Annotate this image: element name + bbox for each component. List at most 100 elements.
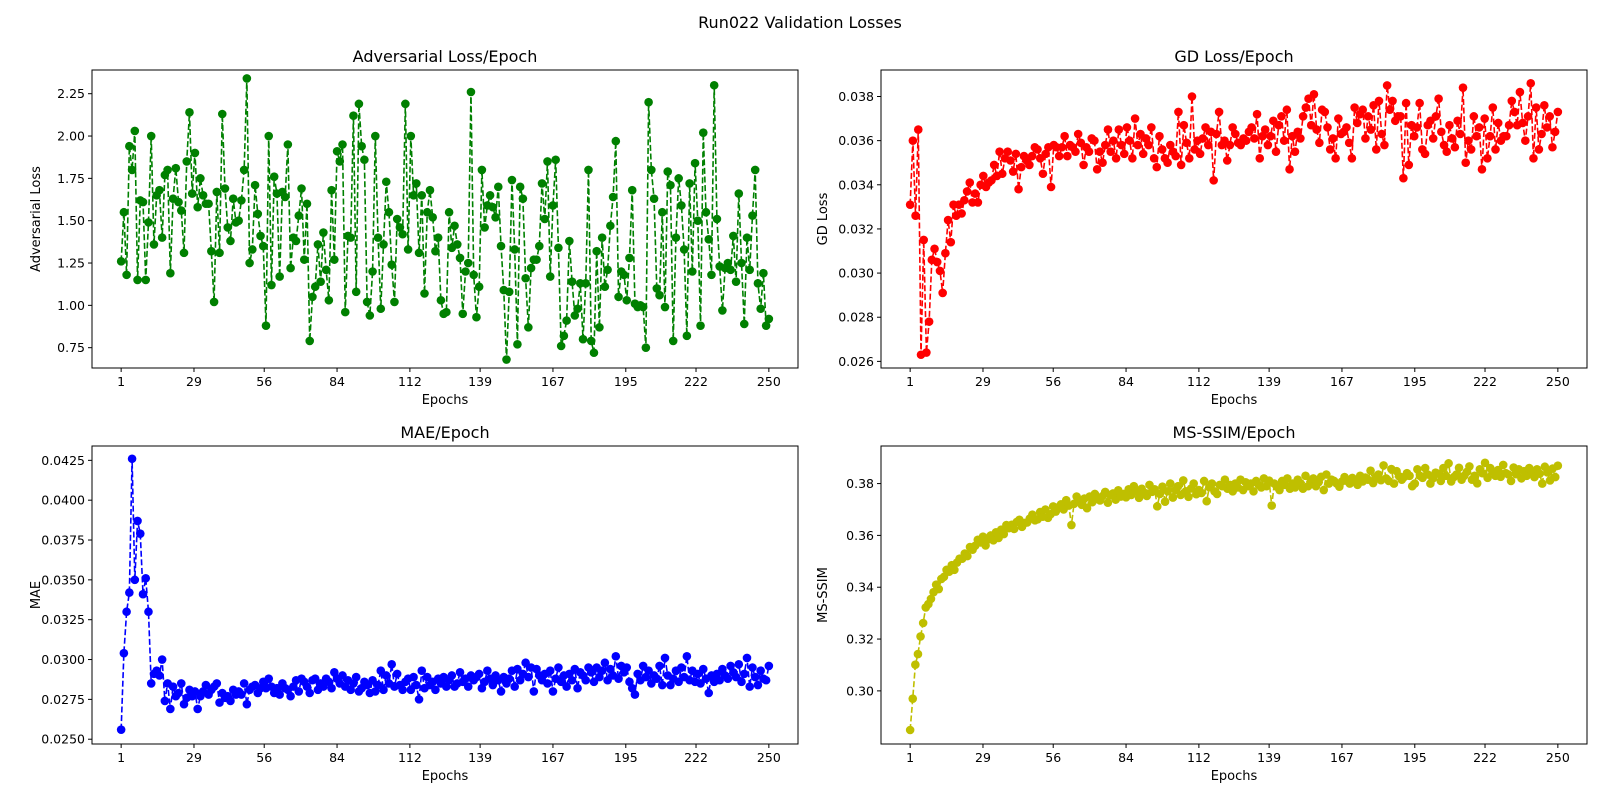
adversarial-loss-data-point bbox=[316, 277, 325, 286]
adversarial-loss-data-point bbox=[376, 304, 386, 314]
gd-loss-data-point bbox=[1358, 105, 1368, 115]
ms-ssim-data-point bbox=[1452, 470, 1461, 479]
adversarial-loss-data-point bbox=[712, 214, 722, 224]
ms-ssim-data-point bbox=[1267, 501, 1277, 510]
adversarial-loss-data-point bbox=[198, 191, 208, 200]
adversarial-loss-data-point bbox=[166, 268, 175, 278]
gd-loss-data-point bbox=[1409, 131, 1419, 141]
adversarial-loss-data-point bbox=[149, 240, 159, 249]
gd-loss-data-point bbox=[1331, 154, 1340, 163]
ms-ssim-data-point bbox=[918, 618, 928, 628]
ms-ssim-data-point bbox=[1067, 520, 1076, 530]
adversarial-loss-data-point bbox=[444, 207, 454, 217]
gd-loss-data-point bbox=[989, 160, 999, 170]
ms-ssim-data-point bbox=[1134, 493, 1144, 503]
adversarial-loss-data-point bbox=[729, 231, 738, 241]
adversarial-loss-data-point bbox=[373, 233, 383, 242]
gd-loss-data-point bbox=[1195, 149, 1205, 159]
gd-loss-data-point bbox=[1296, 134, 1305, 143]
gd-loss-x-tick-label: 222 bbox=[1473, 374, 1497, 389]
mae-data-point bbox=[381, 671, 391, 680]
adversarial-loss-data-point bbox=[685, 179, 694, 188]
gd-loss-data-point bbox=[919, 235, 928, 245]
adversarial-loss-data-point bbox=[346, 233, 356, 242]
adversarial-loss-data-point bbox=[390, 297, 399, 307]
gd-loss-data-point bbox=[1320, 107, 1330, 117]
adversarial-loss-data-point bbox=[196, 174, 205, 183]
gd-loss-data-point bbox=[930, 244, 939, 254]
adversarial-loss-data-point bbox=[504, 287, 514, 297]
adversarial-loss-data-point bbox=[138, 197, 148, 207]
adversarial-loss-data-point bbox=[283, 140, 293, 149]
mae-data-point bbox=[600, 658, 610, 668]
adversarial-loss-data-point bbox=[521, 273, 530, 283]
gd-loss-data-point bbox=[1537, 129, 1546, 139]
ms-ssim-data-point bbox=[913, 649, 923, 659]
gd-loss-data-point bbox=[1315, 138, 1324, 148]
adversarial-loss-data-point bbox=[739, 319, 749, 329]
ms-ssim-data-point bbox=[916, 632, 925, 641]
ms-ssim-x-axis-label: Epochs bbox=[1211, 769, 1258, 784]
adversarial-loss-data-point bbox=[395, 223, 405, 232]
adversarial-loss-data-point bbox=[179, 248, 189, 258]
adversarial-loss-data-point bbox=[209, 297, 219, 307]
adversarial-loss-data-point bbox=[412, 179, 421, 188]
ms-ssim-data-point bbox=[1454, 463, 1464, 473]
gd-loss-data-point bbox=[913, 125, 923, 134]
adversarial-loss-data-point bbox=[436, 295, 446, 305]
mae-data-point bbox=[704, 688, 714, 698]
adversarial-loss-data-point bbox=[403, 245, 413, 254]
ms-ssim-data-point bbox=[1550, 472, 1560, 482]
ms-ssim-x-tick-label: 84 bbox=[1118, 750, 1134, 765]
gd-loss-data-point bbox=[1179, 120, 1189, 130]
ms-ssim-data-point bbox=[911, 660, 920, 670]
adversarial-loss-data-point bbox=[237, 196, 246, 205]
adversarial-loss-data-point bbox=[745, 265, 755, 275]
adversarial-loss-data-point bbox=[496, 241, 506, 251]
adversarial-loss-data-point bbox=[409, 191, 418, 200]
gd-loss-data-point bbox=[1149, 154, 1159, 163]
adversarial-loss-data-point bbox=[472, 312, 481, 322]
gd-loss-data-point bbox=[1510, 107, 1519, 117]
adversarial-loss-data-point bbox=[223, 223, 233, 232]
ms-ssim-data-point bbox=[939, 572, 949, 582]
mae-data-point bbox=[614, 674, 623, 683]
gd-loss-data-point bbox=[1437, 127, 1446, 137]
ms-ssim-y-axis-label: MS-SSIM bbox=[816, 567, 831, 623]
gd-loss-data-point bbox=[1117, 140, 1126, 150]
mae-x-tick-label: 1 bbox=[117, 750, 125, 765]
adversarial-loss-x-tick-label: 250 bbox=[757, 374, 781, 389]
gd-loss-data-point bbox=[1214, 107, 1224, 117]
adversarial-loss-data-point bbox=[625, 253, 634, 263]
mae-data-point bbox=[122, 607, 131, 617]
gd-loss-data-point bbox=[1100, 140, 1110, 150]
adversarial-loss-data-point bbox=[474, 282, 484, 292]
gd-loss-x-tick-label: 195 bbox=[1403, 374, 1427, 389]
adversarial-loss-data-point bbox=[401, 99, 410, 109]
gd-loss-data-point bbox=[1504, 120, 1514, 130]
mae-y-tick-label: 0.0300 bbox=[41, 652, 85, 667]
adversarial-loss-data-point bbox=[141, 275, 151, 285]
mae-data-point bbox=[392, 669, 402, 679]
mae-data-point bbox=[750, 672, 760, 682]
ms-ssim-data-point bbox=[926, 594, 936, 604]
adversarial-loss-data-point bbox=[280, 192, 290, 202]
adversarial-loss-data-point bbox=[258, 241, 268, 251]
mae-data-point bbox=[168, 682, 178, 691]
adversarial-loss-data-point bbox=[671, 233, 681, 242]
adversarial-loss-data-point bbox=[176, 206, 186, 215]
mae-x-tick-label: 250 bbox=[757, 750, 781, 765]
adversarial-loss-data-point bbox=[365, 311, 375, 320]
ms-ssim-data-point bbox=[1212, 489, 1222, 499]
mae-data-point bbox=[398, 685, 407, 695]
adversarial-loss-data-point bbox=[597, 233, 607, 242]
gd-loss-data-point bbox=[935, 266, 945, 276]
mae-data-point bbox=[573, 683, 582, 693]
adversarial-loss-data-point bbox=[660, 302, 670, 312]
gd-loss-x-tick-label: 1 bbox=[906, 374, 914, 389]
gd-loss-data-point bbox=[908, 136, 918, 145]
gd-loss-data-point bbox=[1455, 129, 1465, 139]
ms-ssim-data-point bbox=[1197, 488, 1206, 498]
adversarial-loss-data-point bbox=[704, 235, 714, 244]
mae-x-tick-label: 195 bbox=[614, 750, 638, 765]
